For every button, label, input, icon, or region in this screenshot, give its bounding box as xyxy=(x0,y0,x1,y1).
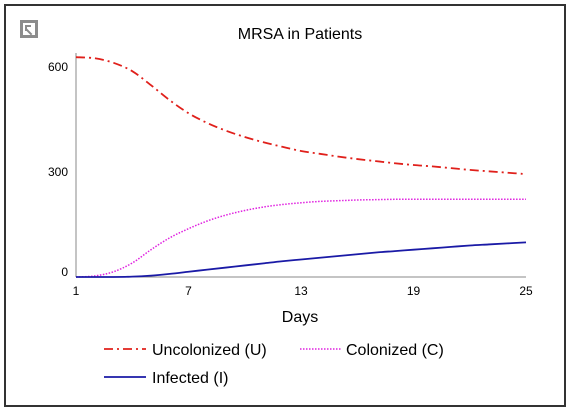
series-line-colonized xyxy=(75,198,526,278)
y-tick-label: 300 xyxy=(48,165,68,179)
series-line-uncolonized xyxy=(75,56,527,175)
expand-icon-glyph xyxy=(23,23,35,35)
x-tick-label: 19 xyxy=(407,284,421,298)
series-line-infected xyxy=(76,241,527,278)
legend-label-uncolonized: Uncolonized (U) xyxy=(152,342,267,359)
x-tick-label: 1 xyxy=(73,284,80,298)
x-tick-label: 13 xyxy=(294,284,308,298)
series-layer xyxy=(75,56,527,278)
x-tick-label: 25 xyxy=(519,284,533,298)
chart-title: MRSA in Patients xyxy=(238,26,363,43)
legend: Uncolonized (U) Colonized (C) Infected (… xyxy=(104,342,444,387)
y-tick-label: 600 xyxy=(48,60,68,74)
y-tick-label: 0 xyxy=(61,265,68,279)
legend-item-uncolonized[interactable]: Uncolonized (U) xyxy=(104,342,267,359)
x-axis-label: Days xyxy=(282,309,318,326)
legend-label-colonized: Colonized (C) xyxy=(346,342,444,359)
axes xyxy=(75,53,526,278)
expand-icon[interactable] xyxy=(20,20,38,38)
y-tick-labels: 0 300 600 xyxy=(48,60,68,279)
x-tick-label: 7 xyxy=(185,284,192,298)
legend-item-colonized[interactable]: Colonized (C) xyxy=(300,342,444,359)
legend-label-infected: Infected (I) xyxy=(152,370,228,387)
x-tick-labels: 1 7 13 19 25 xyxy=(73,284,533,298)
legend-item-infected[interactable]: Infected (I) xyxy=(104,370,228,387)
chart-frame xyxy=(4,4,566,407)
